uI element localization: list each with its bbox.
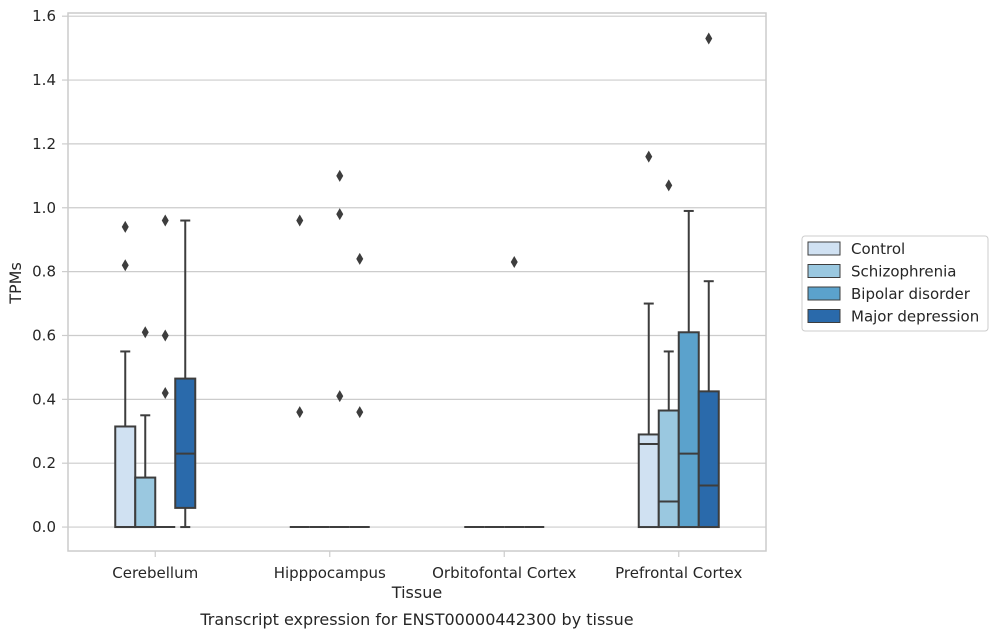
plot-area-frame [67, 12, 767, 552]
legend-item-major-depression: Major depression [807, 308, 979, 326]
x-axis-ticks: Cerebellum Hipppocampus Orbitofontal Corte… [112, 551, 742, 582]
outlier-point [665, 179, 673, 192]
box-body [174, 377, 197, 509]
y-axis-label: TPMs [6, 262, 25, 305]
legend-swatch [807, 286, 841, 301]
box-body [657, 409, 680, 529]
box-body [677, 331, 700, 529]
box-major-depression-cerebellum [174, 219, 197, 529]
y-tick-label: 1.4 [32, 71, 56, 89]
box-body [697, 390, 720, 529]
x-tick-label-cerebellum: Cerebellum [112, 564, 198, 582]
x-tick-label-hipppocampus: Hipppocampus [274, 564, 386, 582]
box-schizophrenia-cerebellum [134, 326, 157, 529]
box-body [114, 425, 137, 529]
outlier-point [121, 220, 129, 233]
y-tick-label: 1.0 [32, 199, 56, 217]
box-bipolar-disorder-orbitofontal-cortex [504, 256, 525, 529]
legend-swatch [807, 241, 841, 256]
series-control [114, 150, 660, 529]
outlier-point [336, 390, 344, 403]
x-axis-label: Tissue [391, 583, 442, 602]
box-bipolar-disorder-cerebellum [155, 214, 176, 529]
legend-item-control: Control [807, 240, 905, 258]
box-bipolar-disorder-hipppocampus [329, 169, 350, 529]
outlier-point [161, 214, 169, 227]
outlier-point [705, 32, 713, 45]
figure-caption: Transcript expression for ENST0000044230… [199, 610, 633, 629]
box-body [637, 433, 660, 529]
x-tick-label-orbitofontal-cortex: Orbitofontal Cortex [432, 564, 576, 582]
y-tick-label: 0.6 [32, 326, 56, 344]
series-major-depression [174, 32, 720, 529]
y-tick-label: 0.8 [32, 263, 56, 281]
box-control-hipppocampus [289, 214, 310, 529]
box-series [114, 32, 720, 529]
x-tick-label-prefrontal-cortex: Prefrontal Cortex [615, 564, 742, 582]
y-tick-label: 0.4 [32, 390, 56, 408]
legend-item-schizophrenia: Schizophrenia [807, 263, 956, 281]
box-major-depression-prefrontal-cortex [697, 32, 720, 529]
legend-items: Control Schizophrenia Bipolar disorder Majo… [807, 240, 979, 326]
outlier-point [356, 252, 364, 265]
outlier-point [336, 208, 344, 221]
legend: Control Schizophrenia Bipolar disorder Majo… [801, 235, 989, 332]
outlier-point [645, 150, 653, 163]
y-tick-label: 1.6 [32, 7, 56, 25]
legend-frame [801, 235, 989, 332]
legend-label: Control [851, 240, 905, 258]
outlier-point [510, 256, 518, 269]
legend-item-bipolar-disorder: Bipolar disorder [807, 285, 971, 303]
legend-label: Major depression [851, 308, 979, 326]
y-tick-label: 0.0 [32, 518, 56, 536]
legend-swatch [807, 264, 841, 278]
y-axis-ticks: 0.0 0.2 0.4 0.6 0.8 1.0 1.2 1.4 1.6 [32, 7, 68, 536]
outlier-point [296, 406, 304, 419]
outlier-point [296, 214, 304, 227]
box-body [134, 476, 157, 529]
outlier-point [356, 406, 364, 419]
box-major-depression-hipppocampus [349, 252, 370, 529]
y-tick-label: 1.2 [32, 135, 56, 153]
legend-label: Schizophrenia [851, 263, 956, 281]
outlier-point [336, 169, 344, 182]
legend-swatch [807, 309, 841, 323]
outlier-point [161, 329, 169, 342]
y-tick-label: 0.2 [32, 454, 56, 472]
outlier-point [141, 326, 149, 339]
outlier-point [121, 259, 129, 272]
outlier-point [161, 386, 169, 399]
legend-label: Bipolar disorder [851, 285, 971, 303]
